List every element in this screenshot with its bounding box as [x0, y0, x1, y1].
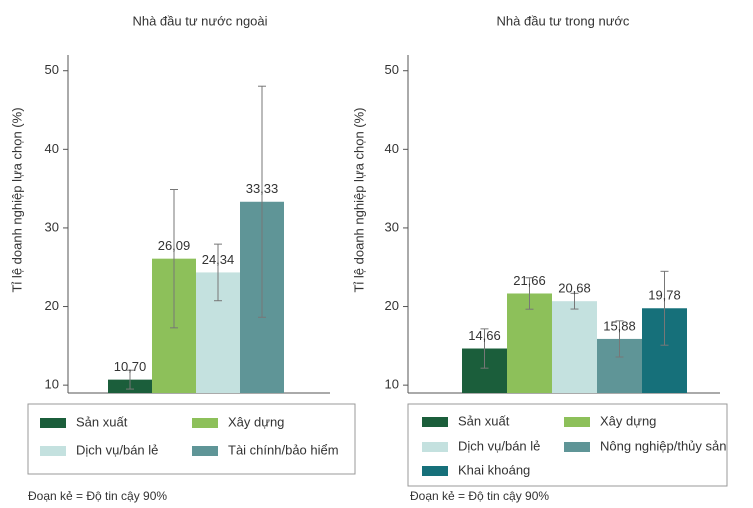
y-tick-label: 50: [45, 62, 59, 77]
legend-label: Tài chính/bảo hiểm: [228, 442, 339, 457]
value-label: 33,33: [246, 181, 279, 196]
value-label: 19,78: [648, 288, 681, 303]
legend-label: Dịch vụ/bán lẻ: [76, 442, 158, 457]
legend-label: Dịch vụ/bán lẻ: [458, 438, 540, 453]
y-tick-label: 30: [45, 219, 59, 234]
legend-swatch: [40, 446, 66, 456]
y-tick-label: 40: [385, 141, 399, 156]
legend-swatch: [564, 417, 590, 427]
value-label: 26,09: [158, 238, 191, 253]
legend-label: Sản xuất: [458, 413, 510, 428]
legend-swatch: [422, 417, 448, 427]
y-tick-label: 50: [385, 62, 399, 77]
legend-swatch: [564, 442, 590, 452]
chart-title: Nhà đầu tư nước ngoài: [132, 13, 267, 28]
legend-label: Khai khoáng: [458, 462, 530, 477]
value-label: 14,66: [468, 328, 501, 343]
y-tick-label: 40: [45, 141, 59, 156]
value-label: 15,88: [603, 318, 636, 333]
footnote: Đoạn kẻ = Độ tin cậy 90%: [28, 489, 167, 503]
y-axis-label: Tỉ lệ doanh nghiệp lựa chọn (%): [351, 107, 366, 292]
value-label: 20,68: [558, 281, 591, 296]
y-tick-label: 20: [45, 298, 59, 313]
value-label: 21,66: [513, 273, 546, 288]
footnote: Đoạn kẻ = Độ tin cậy 90%: [410, 489, 549, 503]
legend-box: [407, 403, 728, 487]
y-tick-label: 10: [385, 377, 399, 392]
legend-swatch: [192, 418, 218, 428]
value-label: 10,70: [114, 359, 147, 374]
y-axis-label: Tỉ lệ doanh nghiệp lựa chọn (%): [9, 107, 24, 292]
y-tick-label: 10: [45, 377, 59, 392]
bar: [552, 301, 597, 393]
legend-label: Sản xuất: [76, 414, 128, 429]
legend-label: Nông nghiệp/thủy sản: [600, 438, 726, 453]
legend-box: [27, 403, 356, 475]
chart-title: Nhà đầu tư trong nước: [497, 13, 630, 28]
legend-swatch: [422, 442, 448, 452]
y-tick-label: 20: [385, 298, 399, 313]
legend-label: Xây dựng: [600, 413, 656, 428]
value-label: 24,34: [202, 252, 235, 267]
legend-swatch: [40, 418, 66, 428]
legend-swatch: [192, 446, 218, 456]
legend-swatch: [422, 466, 448, 476]
legend-label: Xây dựng: [228, 414, 284, 429]
y-tick-label: 30: [385, 219, 399, 234]
bar: [507, 293, 552, 393]
